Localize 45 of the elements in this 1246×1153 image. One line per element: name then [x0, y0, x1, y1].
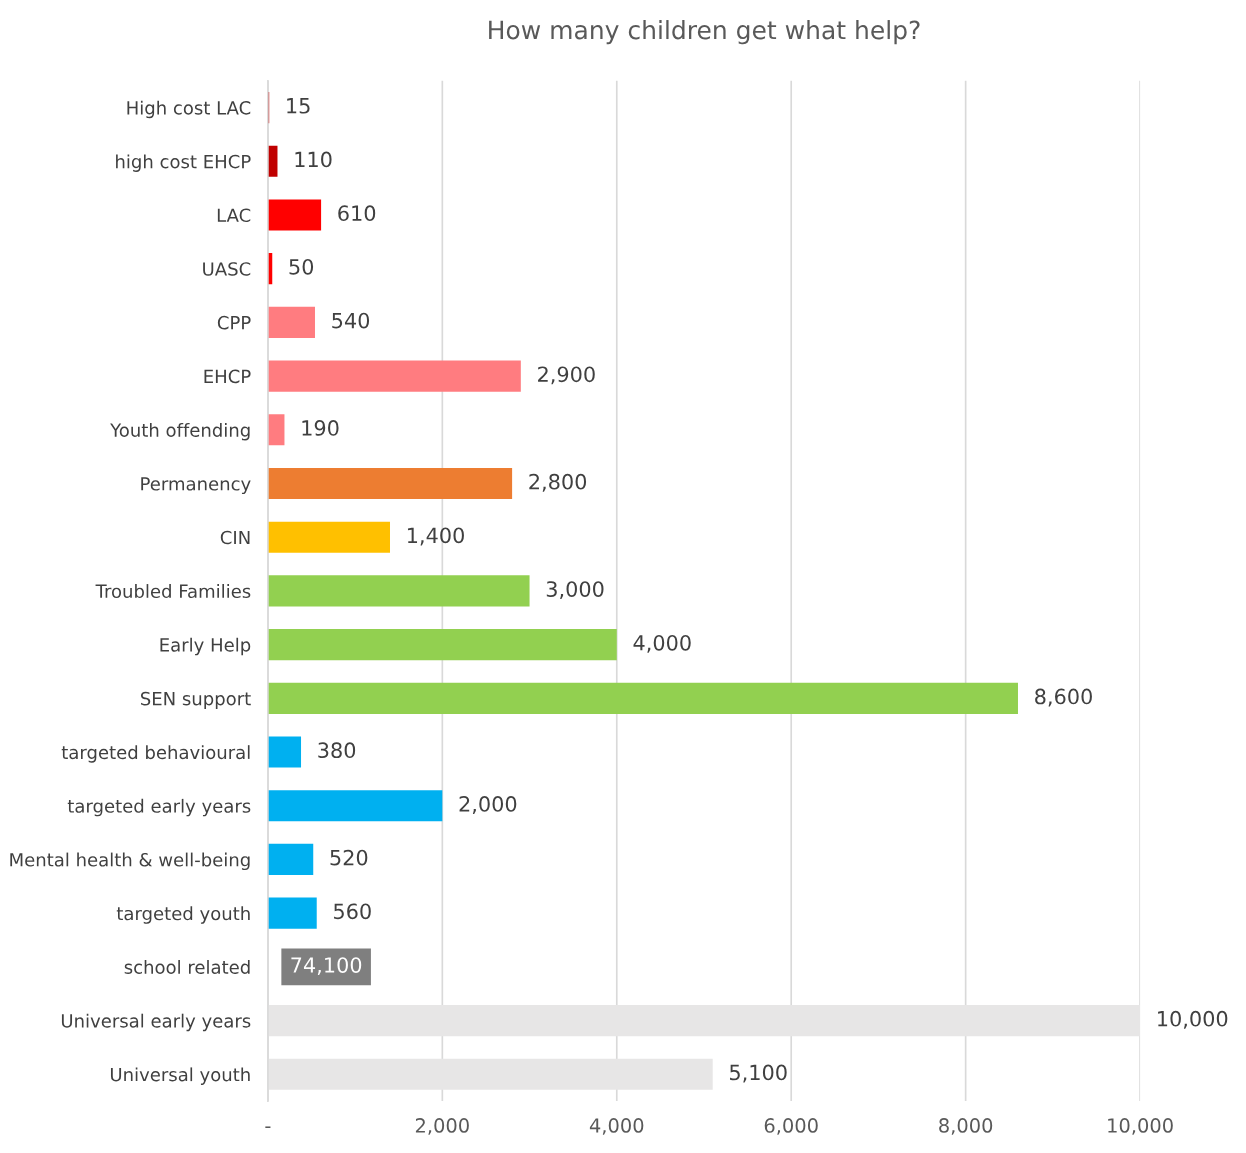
data-label: 2,800 [529, 473, 587, 492]
data-label: 190 [302, 420, 339, 436]
data-label: 15 [287, 98, 310, 114]
y-tick-label: targeted early years [67, 798, 251, 817]
x-tick-label: 6,000 [764, 1118, 818, 1135]
y-tick-label: targeted youth [116, 906, 250, 924]
data-label: 2,900 [538, 366, 595, 385]
y-tick-label: Troubled Families [95, 584, 251, 599]
x-tick-label: 10,000 [1108, 1118, 1173, 1135]
y-tick-label: Youth offending [110, 422, 250, 441]
y-tick-label: Universal early years [61, 1013, 251, 1032]
data-label: 110 [295, 151, 332, 168]
y-tick-label: High cost LAC [127, 100, 251, 119]
y-tick-label: Permanency [141, 477, 251, 495]
data-label: 1,400 [407, 527, 464, 546]
data-label: 50 [289, 258, 314, 275]
y-tick-label: UASC [203, 262, 251, 276]
y-tick-label: Mental health & well-being [10, 852, 250, 871]
data-label: 2,000 [459, 796, 517, 814]
data-label: 540 [332, 312, 370, 329]
data-label: 8,600 [1035, 688, 1092, 707]
x-tick-label: 2,000 [415, 1118, 469, 1135]
text: 74,100 [291, 957, 362, 976]
data-label: 520 [330, 849, 368, 866]
x-tick-label: 8,000 [939, 1118, 993, 1135]
y-tick-label: high cost EHCP [116, 154, 251, 172]
data-label: 3,000 [546, 581, 604, 600]
y-tick-label: Universal youth [110, 1067, 250, 1085]
data-label: 4,000 [633, 634, 691, 653]
y-tick-label: EHCP [204, 369, 251, 384]
data-label: 560 [334, 903, 371, 920]
x-tick-label: 4,000 [589, 1118, 644, 1135]
y-tick-label: targeted behavioural [61, 745, 250, 763]
y-tick-label: school related [124, 959, 250, 974]
x-tick-label: - [265, 1126, 271, 1129]
y-tick-label: Early Help [160, 637, 251, 656]
data-label: 10,000 [1158, 1010, 1228, 1029]
y-tick-label: LAC [217, 208, 251, 223]
chart-title: How many children get what help? [489, 20, 920, 45]
y-tick-label: CIN [220, 530, 250, 545]
data-label: 5,100 [730, 1064, 787, 1083]
y-tick-label: SEN support [140, 691, 251, 709]
data-label: 610 [338, 205, 376, 222]
y-tick-label: CPP [217, 315, 251, 330]
data-label: 380 [318, 742, 356, 759]
